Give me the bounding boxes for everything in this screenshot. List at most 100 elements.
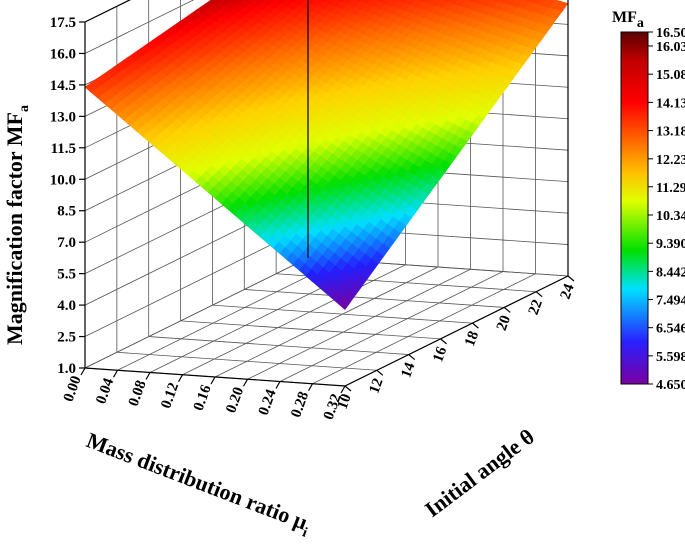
z-tick-label: 4.0 xyxy=(57,298,76,314)
y-tick-mark xyxy=(567,275,575,282)
grid-line xyxy=(84,257,309,369)
x-tick-label: 0.20 xyxy=(223,385,247,415)
x-tick-label: 0.00 xyxy=(61,374,85,404)
surface-patch xyxy=(228,0,234,2)
x-tick-label: 0.12 xyxy=(158,381,182,411)
y-tick-label: 14 xyxy=(398,360,418,380)
axis-line xyxy=(84,0,131,23)
grid-line xyxy=(212,304,473,324)
x-tick-mark xyxy=(145,372,151,380)
z-tick-label: 14.5 xyxy=(50,78,76,94)
x-tick-mark xyxy=(307,383,314,392)
colorbar-gradient xyxy=(620,31,649,385)
y-tick-label: 20 xyxy=(494,313,514,333)
colorbar-tick-label: 4.650 xyxy=(656,378,685,393)
z-tick-label: 11.5 xyxy=(51,141,76,157)
grid-line xyxy=(84,0,195,54)
grid-line xyxy=(116,351,377,371)
surface-patch xyxy=(466,0,476,3)
y-tick-mark xyxy=(503,306,511,313)
surface-patch xyxy=(286,0,297,3)
colorbar-tick-label: 15.08 xyxy=(656,68,685,83)
x-tick-label: 0.24 xyxy=(256,387,280,418)
surface-patch xyxy=(378,0,391,4)
surface-patch xyxy=(323,0,336,5)
grid-line xyxy=(312,273,536,385)
surface-patch xyxy=(522,0,532,3)
axis-line xyxy=(344,275,569,387)
grid-line xyxy=(148,336,409,355)
z-tick-label: 8.5 xyxy=(57,204,76,220)
z-tick-label: 1.0 xyxy=(57,361,76,377)
colorbar-tick-label: 16.50 xyxy=(656,26,685,41)
z-tick-label: 5.5 xyxy=(57,267,76,283)
z-tick-label: 10.0 xyxy=(50,172,76,188)
grid-line xyxy=(279,271,504,382)
colorbar-tick-label: 7.494 xyxy=(656,294,685,309)
z-tick-label: 2.5 xyxy=(57,330,76,346)
grid-line xyxy=(214,266,439,378)
colorbar-tick-label: 12.23 xyxy=(656,153,685,168)
y-tick-label: 22 xyxy=(526,298,546,318)
colorbar-tick-label: 8.442 xyxy=(656,265,685,280)
z-tick-label: 7.0 xyxy=(57,235,76,251)
y-tick-label: 16 xyxy=(430,344,450,364)
y-tick-mark xyxy=(376,369,384,376)
y-tick-mark xyxy=(535,291,543,298)
surface-patch xyxy=(215,0,223,3)
surface-patch xyxy=(493,0,500,2)
y-tick-mark xyxy=(344,385,352,392)
surface-patch xyxy=(271,0,277,2)
colorbar-tick-label: 9.390 xyxy=(656,237,685,252)
y-tick-mark xyxy=(472,322,479,329)
colorbar-tick-label: 16.03 xyxy=(656,40,685,55)
x-tick-mark xyxy=(112,369,119,378)
y-axis-title: Initial angle θ xyxy=(420,424,539,522)
y-tick-mark xyxy=(440,338,447,345)
grid-line xyxy=(182,264,406,376)
z-tick-label: 17.5 xyxy=(50,15,76,31)
colorbar-tick-label: 10.34 xyxy=(656,209,685,224)
surface-patch xyxy=(243,0,256,4)
x-tick-mark xyxy=(242,378,249,387)
surface-patch xyxy=(441,0,451,3)
x-tick-label: 0.28 xyxy=(288,390,312,420)
surface-patch xyxy=(422,0,434,4)
plot-axes: 1.0 2.5 4.0 5.5 7.0 8.5 10.0 11.5 13.0 14.5 16.0 17… xyxy=(50,0,578,422)
surface-patch xyxy=(360,0,373,5)
grid-line xyxy=(180,320,441,340)
x-tick-mark xyxy=(210,376,216,385)
x-tick-mark xyxy=(177,374,184,383)
z-tick-label: 16.0 xyxy=(50,46,76,62)
surface-patch xyxy=(542,0,556,8)
y-tick-label: 24 xyxy=(558,281,578,301)
y-tick-mark xyxy=(408,354,416,361)
y-tick-label: 12 xyxy=(366,376,386,396)
surface-patch xyxy=(256,0,266,3)
colorbar-title: MFa xyxy=(612,9,644,31)
surface-patch xyxy=(510,0,524,8)
surface-patch xyxy=(504,0,516,6)
surface-patch xyxy=(454,0,468,7)
y-tick-label: 18 xyxy=(462,329,482,349)
x-tick-label: 0.16 xyxy=(191,382,215,413)
colorbar-tick-label: 5.598 xyxy=(656,350,685,365)
colorbar-tick-label: 11.29 xyxy=(656,181,685,196)
colorbar-tick-label: 14.13 xyxy=(656,96,685,111)
x-tick-mark xyxy=(340,385,346,394)
surface-patch xyxy=(535,0,548,6)
grid-line xyxy=(117,259,341,371)
grid-line xyxy=(247,268,471,380)
x-tick-label: 0.04 xyxy=(93,376,117,407)
surface-patch xyxy=(273,0,287,5)
surface-patch xyxy=(479,0,492,7)
surface-patch xyxy=(403,0,417,6)
x-tick-mark xyxy=(275,381,281,389)
x-tick-label: 0.08 xyxy=(126,378,150,408)
colorbar-tick-label: 6.546 xyxy=(656,322,685,337)
x-tick-mark xyxy=(80,367,86,376)
z-tick-label: 13.0 xyxy=(50,109,76,125)
surface-patch xyxy=(447,0,459,5)
y-tick-label: 10 xyxy=(335,392,355,412)
